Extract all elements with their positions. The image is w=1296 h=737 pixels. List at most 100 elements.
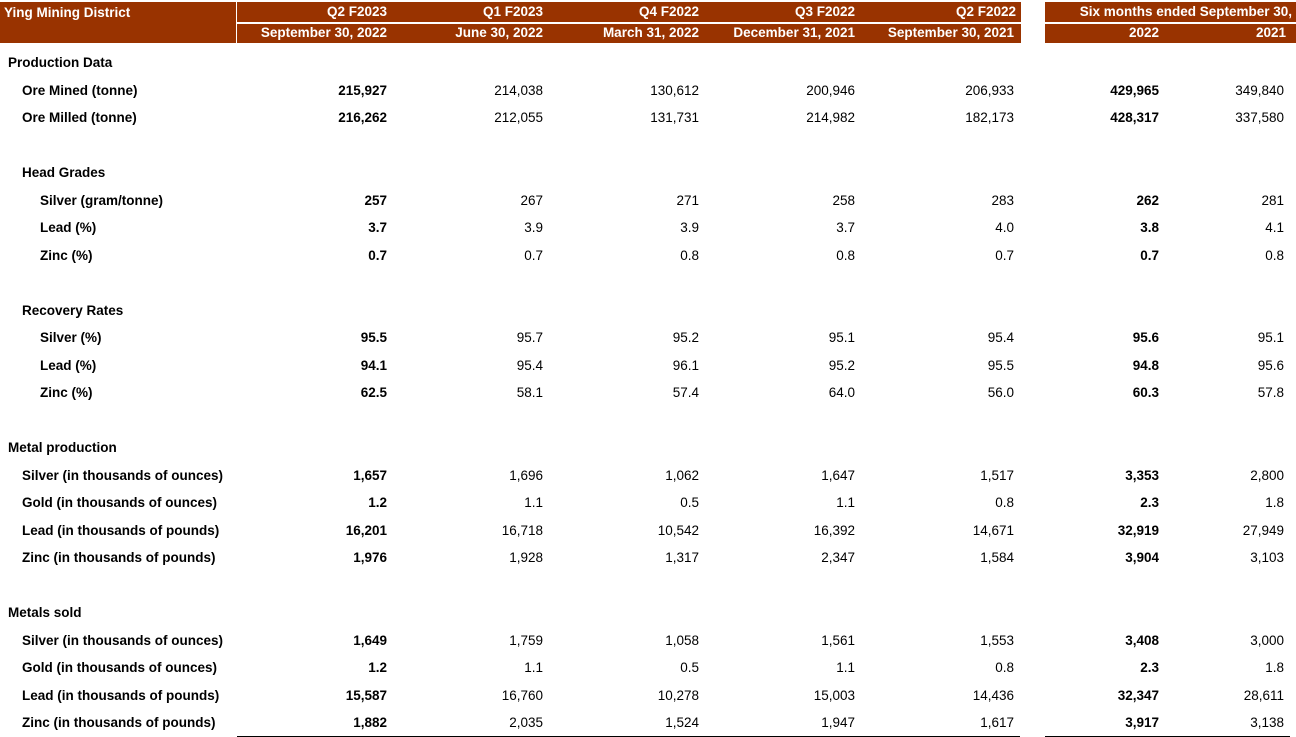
- value-cell: 1.1: [524, 660, 543, 676]
- value-cell: 96.1: [672, 357, 699, 373]
- value-cell: 0.5: [680, 660, 699, 676]
- value-cell: [549, 572, 705, 600]
- period-header: [237, 2, 1021, 22]
- table-row: Metal production: [0, 434, 1290, 462]
- value-cell: 4.1: [1265, 220, 1284, 236]
- value-cell: [549, 297, 705, 325]
- value-cell: [861, 572, 1020, 600]
- table-row: Lead (%) 94.1 95.4 96.1 95.2 95.5 94.8 95.6: [0, 352, 1290, 380]
- value-cell: 337,580: [1235, 110, 1284, 126]
- value-cell: [393, 159, 549, 187]
- value-cell: 3.8: [1140, 220, 1159, 236]
- value-cell: 95.5: [987, 357, 1014, 373]
- row-label: [0, 407, 237, 435]
- value-cell: 1,517: [980, 467, 1014, 483]
- row-label: Silver (in thousands of ounces): [22, 632, 224, 648]
- value-cell: 130,612: [650, 82, 699, 98]
- table-row: Lead (%) 3.7 3.9 3.9 3.7 4.0 3.8 4.1: [0, 214, 1290, 242]
- value-cell: 0.8: [680, 247, 699, 263]
- row-label: Recovery Rates: [22, 302, 124, 318]
- spacer: [1020, 462, 1045, 490]
- spacer: [1020, 544, 1045, 572]
- value-cell: 15,587: [345, 687, 387, 703]
- row-label: Silver (gram/tonne): [40, 192, 164, 208]
- table-row: Silver (gram/tonne) 257 267 271 258 283 262 281: [0, 187, 1290, 215]
- table-row: Production Data: [0, 49, 1290, 77]
- value-cell: [861, 297, 1020, 325]
- production-table: Production Data Ore Mined (tonne) 215,927 2…: [0, 49, 1290, 737]
- value-cell: 1.8: [1265, 660, 1284, 676]
- spacer: [1020, 159, 1045, 187]
- value-cell: [1045, 269, 1165, 297]
- value-cell: 267: [520, 192, 543, 208]
- value-cell: 2,347: [821, 550, 855, 566]
- table-row: [0, 269, 1290, 297]
- value-cell: 3,103: [1250, 550, 1284, 566]
- period-date: September 30, 2021: [887, 25, 1014, 40]
- spacer: [1020, 379, 1045, 407]
- row-label: Silver (%): [40, 330, 102, 346]
- value-cell: 2,800: [1250, 467, 1284, 483]
- spacer: [1020, 489, 1045, 517]
- row-label: Gold (in thousands of ounces): [22, 495, 217, 511]
- value-cell: 429,965: [1110, 82, 1159, 98]
- value-cell: [1165, 132, 1290, 160]
- value-cell: 10,542: [657, 522, 699, 538]
- value-cell: 1,696: [509, 467, 543, 483]
- value-cell: 3,353: [1125, 467, 1159, 483]
- value-cell: [705, 269, 861, 297]
- value-cell: 2.3: [1140, 660, 1159, 676]
- value-cell: [1165, 269, 1290, 297]
- row-label: Lead (in thousands of pounds): [22, 687, 220, 703]
- value-cell: 3,904: [1125, 550, 1159, 566]
- spacer: [1020, 572, 1045, 600]
- value-cell: [705, 49, 861, 77]
- value-cell: 258: [832, 192, 855, 208]
- spacer: [1020, 352, 1045, 380]
- value-cell: 95.5: [360, 330, 387, 346]
- period-label: Q3 F2022: [794, 4, 855, 19]
- period-date: June 30, 2022: [455, 25, 543, 40]
- row-label: Metal production: [8, 440, 117, 456]
- value-cell: 3,408: [1125, 632, 1159, 648]
- value-cell: [393, 49, 549, 77]
- value-cell: 32,347: [1117, 687, 1159, 703]
- value-cell: 1,882: [237, 709, 393, 737]
- value-cell: 3,138: [1165, 709, 1290, 737]
- value-cell: 1,947: [705, 709, 861, 737]
- value-cell: 27,949: [1242, 522, 1284, 538]
- value-cell: 1,657: [353, 467, 387, 483]
- value-cell: 349,840: [1235, 82, 1284, 98]
- value-cell: 95.4: [987, 330, 1014, 346]
- value-cell: [549, 49, 705, 77]
- row-label: Ore Mined (tonne): [22, 82, 138, 98]
- value-cell: [237, 599, 393, 627]
- value-cell: 2,035: [393, 709, 549, 737]
- table-row: Gold (in thousands of ounces) 1.2 1.1 0.5 1.…: [0, 654, 1290, 682]
- row-label: Lead (%): [40, 220, 97, 236]
- value-cell: 1.8: [1265, 495, 1284, 511]
- period-label: Q1 F2023: [482, 4, 543, 19]
- value-cell: 94.1: [360, 357, 387, 373]
- table-row: Recovery Rates: [0, 297, 1290, 325]
- value-cell: [1165, 49, 1290, 77]
- spacer: [1020, 627, 1045, 655]
- value-cell: [549, 434, 705, 462]
- value-cell: 0.7: [368, 247, 387, 263]
- value-cell: [393, 572, 549, 600]
- value-cell: 28,611: [1243, 687, 1284, 703]
- value-cell: 0.8: [995, 660, 1014, 676]
- value-cell: [237, 434, 393, 462]
- value-cell: [705, 572, 861, 600]
- value-cell: [1165, 407, 1290, 435]
- value-cell: 1,317: [665, 550, 699, 566]
- spacer: [1020, 434, 1045, 462]
- row-label: Zinc (%): [40, 247, 93, 263]
- spacer: [1020, 654, 1045, 682]
- value-cell: 32,919: [1117, 522, 1159, 538]
- value-cell: [861, 159, 1020, 187]
- value-cell: [549, 599, 705, 627]
- value-cell: [549, 407, 705, 435]
- value-cell: [1045, 599, 1165, 627]
- value-cell: 206,933: [965, 82, 1014, 98]
